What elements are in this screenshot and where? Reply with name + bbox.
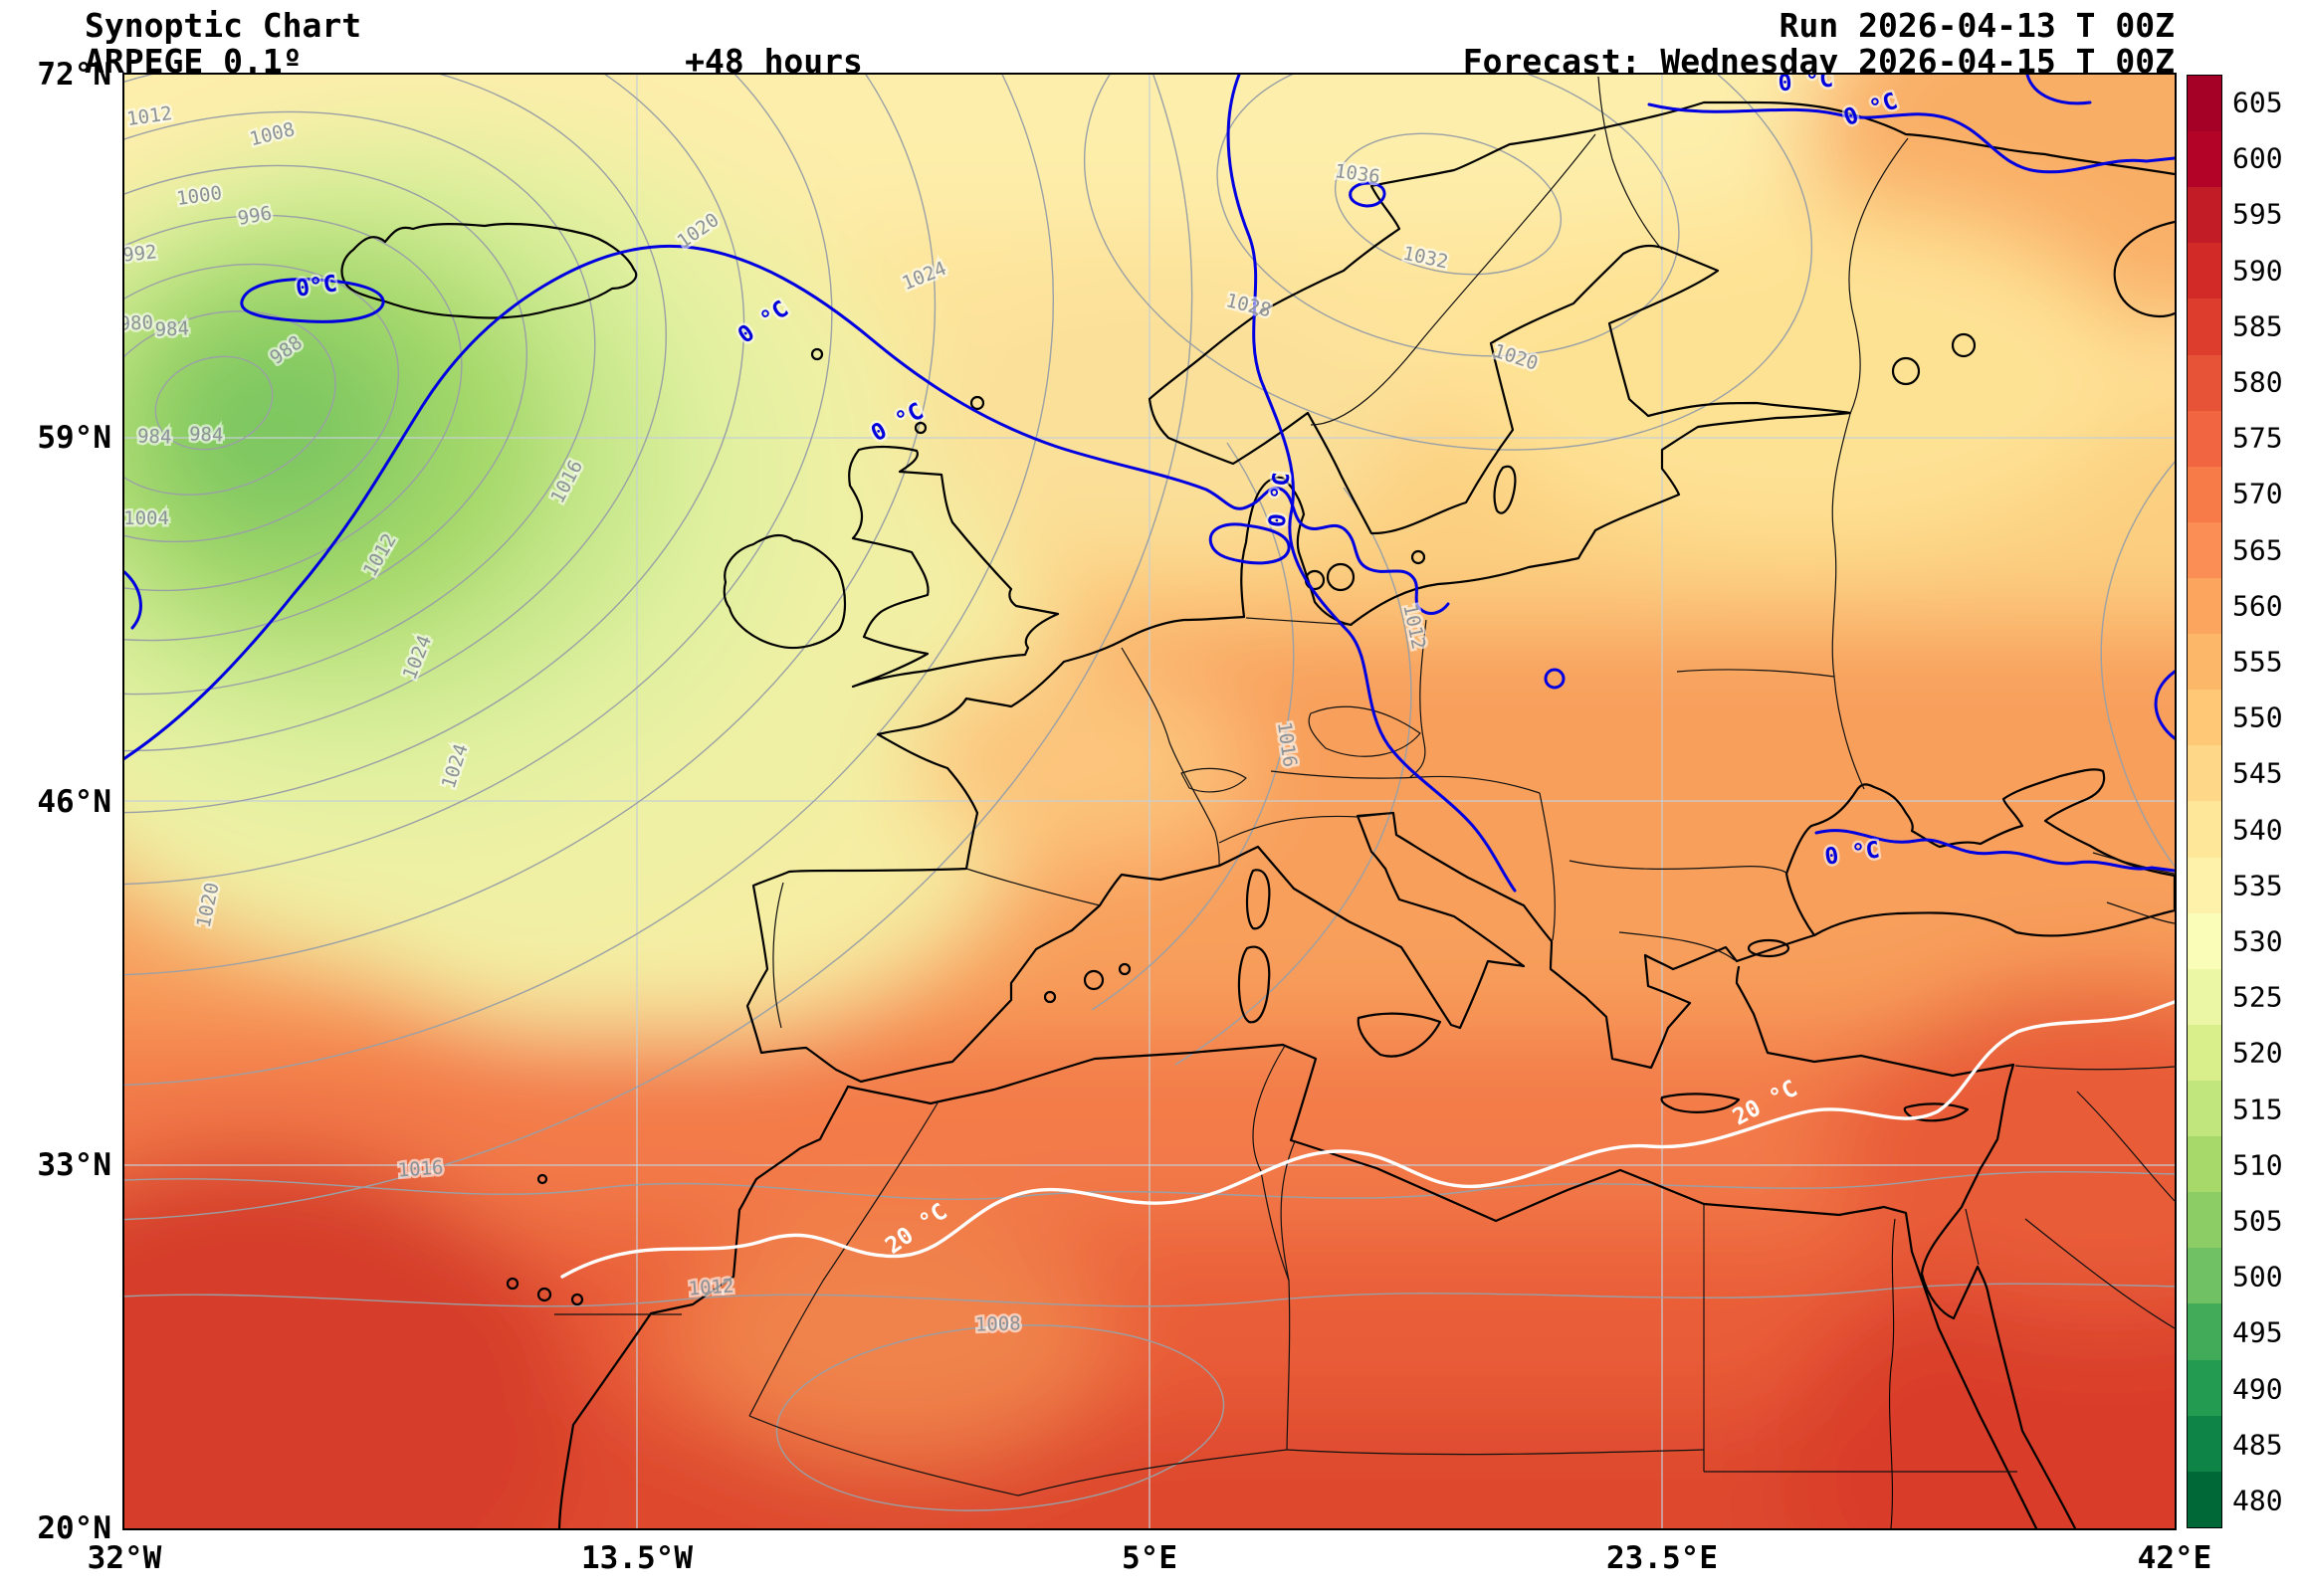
- colorbar-tick-label: 550: [2232, 700, 2283, 734]
- lat-tick-label: 46°N: [37, 783, 111, 820]
- colorbar-segment: [2188, 1024, 2221, 1081]
- colorbar-tick-label: 530: [2232, 924, 2283, 958]
- page-title: Synoptic Chart: [85, 6, 362, 45]
- isobar-label: 1004: [124, 507, 169, 529]
- colorbar-segment: [2188, 131, 2221, 188]
- isotherm-cold-layer: [124, 75, 2175, 893]
- colorbar-tick-label: 515: [2232, 1093, 2283, 1126]
- colorbar-segment: [2188, 577, 2221, 635]
- colorbar-segment: [2188, 857, 2221, 913]
- isobar-label: 984: [189, 423, 224, 446]
- colorbar-tick-label: 495: [2232, 1315, 2283, 1349]
- colorbar-segment: [2188, 299, 2221, 355]
- isobar-label: 1012: [688, 1275, 734, 1299]
- isobar-label: 1016: [397, 1156, 444, 1181]
- colorbar-tick-label: 500: [2232, 1260, 2283, 1294]
- colorbar-segment: [2188, 801, 2221, 858]
- isobar-label: 980: [124, 311, 153, 334]
- colorbar-tick-label: 545: [2232, 756, 2283, 790]
- lon-tick-label: 5°E: [1122, 1540, 1177, 1576]
- colorbar-tick-label: 490: [2232, 1372, 2283, 1406]
- colorbar-segment: [2188, 968, 2221, 1025]
- colorbar-tick-label: 525: [2232, 980, 2283, 1014]
- isobar-label: 992: [124, 241, 158, 266]
- lon-tick-label: 13.5°W: [581, 1540, 693, 1576]
- colorbar-segment: [2188, 76, 2221, 132]
- colorbar-segment: [2188, 745, 2221, 802]
- lon-tick-label: 23.5°E: [1606, 1540, 1718, 1576]
- colorbar-segment: [2188, 1136, 2221, 1193]
- lat-tick-label: 59°N: [37, 420, 111, 457]
- colorbar-segment: [2188, 1080, 2221, 1137]
- colorbar-tick-label: 595: [2232, 197, 2283, 231]
- isobar-label: 984: [137, 425, 172, 448]
- colorbar-segment: [2188, 466, 2221, 522]
- colorbar-segment: [2188, 1192, 2221, 1249]
- colorbar-segment: [2188, 187, 2221, 244]
- colorbar-segment: [2188, 1471, 2221, 1527]
- colorbar-segment: [2188, 1303, 2221, 1360]
- colorbar-segment: [2188, 634, 2221, 691]
- lat-tick-label: 20°N: [37, 1510, 111, 1546]
- colorbar-tick-label: 505: [2232, 1204, 2283, 1238]
- colorbar-segment: [2188, 354, 2221, 411]
- lon-tick-label: 42°E: [2137, 1540, 2212, 1576]
- colorbar-tick-label: 605: [2232, 86, 2283, 119]
- colorbar-segment: [2188, 410, 2221, 467]
- isotherm-warm-layer: [560, 1000, 2175, 1279]
- colorbar-segment: [2188, 243, 2221, 299]
- colorbar-tick-label: 580: [2232, 365, 2283, 399]
- isotherm-0c-label: 0 °C: [1265, 472, 1296, 528]
- colorbar-tick-label: 585: [2232, 309, 2283, 343]
- colorbar-tick-label: 540: [2232, 813, 2283, 847]
- lon-tick-label: 32°W: [87, 1540, 162, 1576]
- colorbar-tick-label: 520: [2232, 1036, 2283, 1070]
- colorbar-segment: [2188, 690, 2221, 746]
- colorbar-tick-label: 590: [2232, 254, 2283, 288]
- colorbar-segment: [2188, 1248, 2221, 1304]
- isobar-label: 1000: [175, 182, 223, 210]
- colorbar-tick-label: 480: [2232, 1484, 2283, 1517]
- colorbar-tick-label: 570: [2232, 477, 2283, 510]
- model-label: ARPEGE 0.1º: [85, 42, 303, 81]
- map-canvas: 1012 1008 1000 996 992 980 984 988 984 984 1004 101…: [122, 73, 2177, 1530]
- colorbar-segment: [2188, 521, 2221, 578]
- isobar-label: 984: [154, 317, 189, 340]
- colorbar-segment: [2188, 1359, 2221, 1416]
- graticule-layer: [124, 75, 2175, 1528]
- colorbar-segment: [2188, 1415, 2221, 1472]
- colorbar: [2187, 75, 2222, 1528]
- isobar-layer: [124, 75, 2175, 1511]
- coastline-layer: [340, 100, 2175, 1528]
- colorbar-segment: [2188, 912, 2221, 969]
- lat-tick-label: 33°N: [37, 1146, 111, 1183]
- colorbar-tick-label: 565: [2232, 533, 2283, 567]
- colorbar-tick-label: 535: [2232, 869, 2283, 902]
- colorbar-tick-label: 575: [2232, 421, 2283, 455]
- colorbar-tick-label: 485: [2232, 1428, 2283, 1462]
- isobar-label: 1008: [975, 1312, 1022, 1336]
- colorbar-tick-label: 600: [2232, 141, 2283, 175]
- colorbar-tick-label: 555: [2232, 645, 2283, 679]
- colorbar-tick-label: 510: [2232, 1148, 2283, 1182]
- colorbar-tick-label: 560: [2232, 589, 2283, 623]
- country-border-layer: [554, 76, 2175, 1496]
- lat-tick-label: 72°N: [37, 57, 111, 93]
- run-time-label: Run 2026-04-13 T 00Z: [1779, 6, 2175, 45]
